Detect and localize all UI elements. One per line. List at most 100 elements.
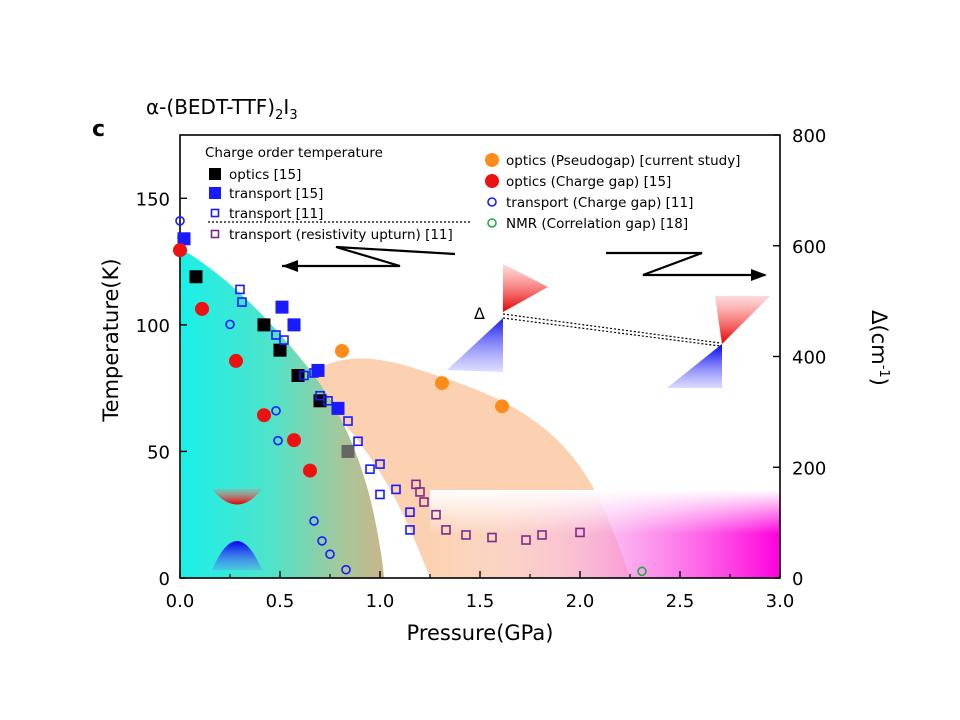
series-4 <box>335 343 509 414</box>
data-point <box>495 399 509 414</box>
legend-entry-4: optics (Pseudogap) [current study] <box>485 153 740 169</box>
legend-label: NMR (Correlation gap) [18] <box>506 216 688 232</box>
data-point <box>487 532 497 543</box>
data-point <box>365 464 375 474</box>
chart-texts: α-(BEDT-TTF)2I3 c Pressure(GPa) Temperat… <box>92 95 891 645</box>
data-point <box>405 507 415 517</box>
data-point <box>353 436 363 447</box>
x-tick-label: 3.0 <box>766 591 795 612</box>
data-point <box>375 459 385 469</box>
data-point <box>275 300 289 314</box>
gap-line-bottom <box>502 317 721 347</box>
legend-label: optics [15] <box>229 167 301 183</box>
legend-label: transport (resistivity upturn) [11] <box>229 227 453 243</box>
axis-ticks: 0.0 0.5 1.0 1.5 2.0 2.5 3.00501001500200400600… <box>136 126 827 612</box>
legend-entry-3: transport (resistivity upturn) [11] <box>210 227 453 243</box>
data-point <box>441 525 451 535</box>
data-point <box>343 416 353 426</box>
y2-tick-label: 600 <box>792 237 826 258</box>
y-tick-label: 50 <box>147 442 170 463</box>
legend-marker <box>209 168 221 180</box>
y-tick-label: 100 <box>136 316 170 337</box>
data-point <box>271 405 281 416</box>
series-5 <box>173 243 317 478</box>
data-point <box>279 335 289 345</box>
correlation-region-fade <box>430 490 780 578</box>
legend-label: optics (Charge gap) [15] <box>506 174 671 190</box>
data-point <box>317 536 327 546</box>
legend: optics [15] transport [15] transport [11] t… <box>209 153 740 243</box>
data-point <box>257 408 271 423</box>
legend-entry-7: NMR (Correlation gap) [18] <box>487 216 688 232</box>
series-6 <box>175 216 351 575</box>
data-point <box>323 395 333 406</box>
x-tick-label: 2.0 <box>566 591 595 612</box>
data-point <box>405 525 415 535</box>
legend-marker <box>485 174 499 188</box>
data-point <box>273 435 283 446</box>
legend-entry-2: transport [11] <box>210 206 323 222</box>
data-point <box>431 509 441 520</box>
data-point <box>521 535 531 545</box>
x-tick-label: 0.0 <box>166 591 195 612</box>
legend-marker <box>209 187 221 199</box>
legend-marker <box>487 218 497 228</box>
data-point <box>303 463 317 478</box>
data-point <box>195 301 209 316</box>
data-point <box>325 549 335 559</box>
y2-tick-label: 200 <box>792 458 826 479</box>
y-tick-label: 150 <box>136 189 170 210</box>
series-3 <box>411 479 585 545</box>
data-point <box>375 489 385 500</box>
data-point <box>315 390 325 401</box>
data-point <box>415 487 425 497</box>
data-point <box>229 353 243 368</box>
legend-label: transport [11] <box>229 206 323 222</box>
legend-entry-1: transport [15] <box>209 186 323 202</box>
data-point <box>341 444 355 458</box>
y-tick-label: 0 <box>159 569 170 590</box>
data-point <box>287 318 301 332</box>
legend-label: transport (Charge gap) [11] <box>506 195 693 211</box>
panel-label: c <box>92 117 105 142</box>
series-7 <box>637 566 647 577</box>
right-arrow <box>606 251 767 281</box>
data-point <box>273 343 287 357</box>
x-tick-label: 2.5 <box>666 591 695 612</box>
dirac-cone-small <box>212 489 262 570</box>
data-point <box>435 376 449 391</box>
data-point <box>309 516 319 526</box>
y2-tick-label: 400 <box>792 348 826 369</box>
decorations <box>208 221 770 570</box>
data-point <box>189 270 203 284</box>
legend-marker <box>485 153 499 167</box>
data-point <box>391 484 401 495</box>
data-point <box>287 433 301 448</box>
y2-tick-label: 0 <box>792 569 803 590</box>
dirac-cone-mid <box>447 264 548 372</box>
x-tick-label: 1.0 <box>366 591 395 612</box>
legend-entry-5: optics (Charge gap) [15] <box>485 174 671 190</box>
data-point <box>309 368 319 378</box>
x-tick-label: 0.5 <box>266 591 295 612</box>
data-point <box>335 343 349 358</box>
series-2 <box>235 284 415 535</box>
data-marks <box>173 216 647 577</box>
data-point <box>341 564 351 575</box>
chart-title: α-(BEDT-TTF)2I3 <box>146 95 298 123</box>
data-point <box>331 401 345 415</box>
data-point <box>225 319 235 330</box>
y2-tick-label: 800 <box>792 126 826 147</box>
legend-entry-6: transport (Charge gap) [11] <box>487 195 693 211</box>
gap-line-top <box>502 313 721 344</box>
data-point <box>237 297 247 307</box>
y2-axis-label: Δ(cm-1) <box>867 310 891 386</box>
gap-label: Δ <box>474 304 485 323</box>
data-point <box>173 243 187 258</box>
data-point <box>537 530 547 540</box>
data-point <box>419 497 429 507</box>
legend-marker <box>210 229 220 239</box>
legend-marker <box>210 208 220 218</box>
legend-label: transport [15] <box>229 186 323 202</box>
